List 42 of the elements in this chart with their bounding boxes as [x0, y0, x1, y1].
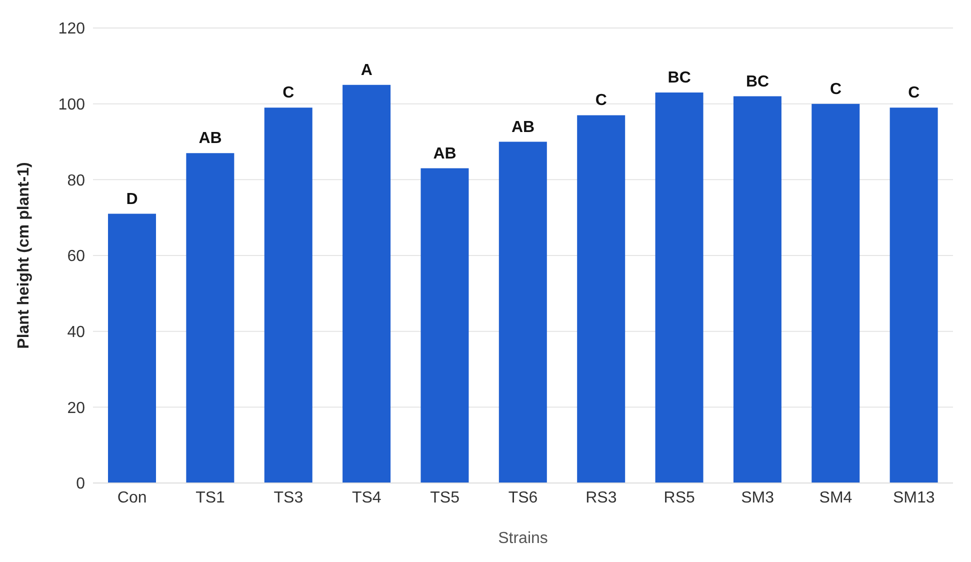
y-tick-label: 20: [67, 400, 86, 417]
x-axis-title: Strains: [498, 530, 548, 547]
annotation: AB: [433, 145, 456, 162]
bar: [812, 104, 860, 483]
x-tick-label: RS3: [586, 489, 617, 506]
bar: [577, 115, 626, 483]
bar: [342, 84, 391, 483]
y-tick-label: 80: [67, 172, 86, 190]
y-tick-label: 40: [67, 324, 86, 342]
x-tick-label: RS5: [664, 489, 696, 506]
annotation: D: [126, 190, 138, 208]
bar: [890, 108, 938, 483]
x-tick-label: SM13: [893, 489, 935, 506]
x-tick-label: TS1: [196, 489, 226, 506]
annotation: C: [595, 92, 608, 110]
y-tick-label: 60: [67, 248, 86, 266]
annotation: AB: [198, 130, 222, 148]
y-tick-label: 120: [58, 20, 86, 38]
annotation: AB: [511, 118, 535, 136]
x-tick-label: Con: [117, 489, 147, 506]
x-tick-label: TS4: [352, 489, 382, 506]
bar: [655, 92, 704, 483]
bar: [264, 108, 312, 483]
bar: [733, 96, 782, 483]
x-tick-label: SM4: [819, 489, 852, 506]
bar: [108, 214, 156, 483]
annotation: A: [360, 62, 373, 79]
annotation: BC: [746, 73, 770, 90]
annotation: C: [282, 84, 295, 102]
x-tick-label: TS6: [508, 489, 538, 506]
y-tick-label: 0: [76, 476, 86, 493]
y-axis-title: Plant height (cm plant-1): [16, 162, 33, 349]
x-tick-label: TS3: [274, 489, 304, 506]
x-tick-label: SM3: [741, 489, 774, 506]
x-tick-label: TS5: [430, 489, 460, 506]
annotation: C: [830, 80, 842, 98]
y-tick-label: 100: [58, 96, 86, 114]
annotation: BC: [668, 69, 692, 86]
annotation: C: [908, 84, 920, 102]
bar: [186, 153, 234, 483]
bar: [498, 142, 547, 483]
bar: [420, 168, 469, 483]
